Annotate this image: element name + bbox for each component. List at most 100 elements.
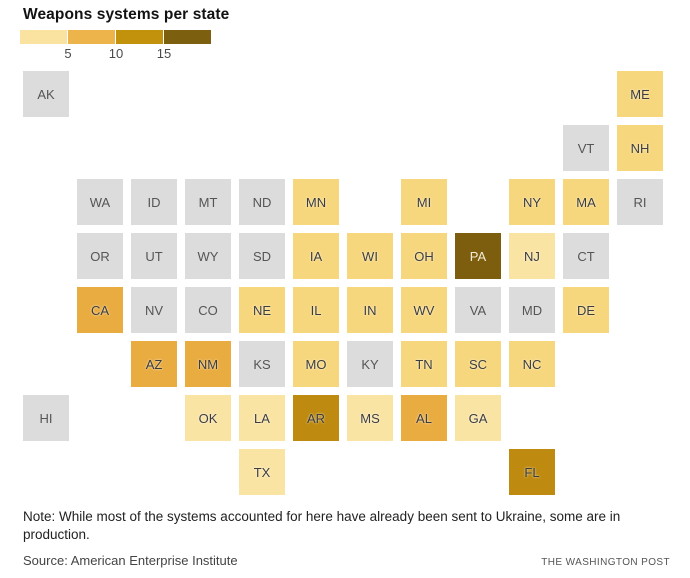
state-tile-MN: MN — [293, 179, 339, 225]
state-tile-CT: CT — [563, 233, 609, 279]
state-label: AL — [416, 410, 432, 426]
state-tile-MI: MI — [401, 179, 447, 225]
state-tile-IA: IA — [293, 233, 339, 279]
state-tile-TX: TX — [239, 449, 285, 495]
state-tile-IN: IN — [347, 287, 393, 333]
state-tile-HI: HI — [23, 395, 69, 441]
state-tile-MO: MO — [293, 341, 339, 387]
state-label: PA — [469, 248, 487, 264]
legend-swatch-3 — [116, 30, 163, 44]
state-tile-ME: ME — [617, 71, 663, 117]
state-label: WV — [413, 302, 435, 318]
state-tile-NM: NM — [185, 341, 231, 387]
state-label: NJ — [524, 248, 540, 264]
state-tile-IL: IL — [293, 287, 339, 333]
state-label: OR — [90, 248, 110, 264]
state-label: KY — [361, 356, 379, 372]
state-tile-NJ: NJ — [509, 233, 555, 279]
state-label: AK — [37, 86, 55, 102]
state-label: RI — [633, 194, 647, 210]
state-label: MD — [521, 302, 543, 318]
state-tile-ID: ID — [131, 179, 177, 225]
state-tile-AR: AR — [293, 395, 339, 441]
state-tile-LA: LA — [239, 395, 285, 441]
state-tile-KS: KS — [239, 341, 285, 387]
state-label: MS — [360, 410, 380, 426]
footer: Source: American Enterprise Institute TH… — [23, 553, 670, 568]
state-label: NM — [197, 356, 219, 372]
legend-swatch-2 — [68, 30, 115, 44]
legend-swatch-1 — [20, 30, 67, 44]
state-label: MA — [576, 194, 596, 210]
state-label: NE — [252, 302, 272, 318]
note-text: Note: While most of the systems accounte… — [23, 509, 621, 543]
state-tile-MA: MA — [563, 179, 609, 225]
state-tile-GA: GA — [455, 395, 501, 441]
state-tile-AK: AK — [23, 71, 69, 117]
state-tile-WI: WI — [347, 233, 393, 279]
state-label: MO — [305, 356, 327, 372]
state-label: WY — [197, 248, 219, 264]
state-tile-CA: CA — [77, 287, 123, 333]
state-tile-MT: MT — [185, 179, 231, 225]
state-label: AR — [306, 410, 326, 426]
state-label: KS — [253, 356, 271, 372]
state-label: NH — [630, 140, 650, 156]
state-tile-SC: SC — [455, 341, 501, 387]
legend-tick-label: 10 — [108, 46, 124, 61]
state-label: MI — [416, 194, 432, 210]
state-tile-WV: WV — [401, 287, 447, 333]
state-label: OH — [414, 248, 434, 264]
state-tile-map: AK ME VT NH WA ID MT ND MN MI NY MA RI OR UT WY SD IA WI OH… — [23, 71, 663, 495]
state-tile-SD: SD — [239, 233, 285, 279]
state-tile-VA: VA — [455, 287, 501, 333]
state-tile-WY: WY — [185, 233, 231, 279]
state-tile-AZ: AZ — [131, 341, 177, 387]
state-label: CT — [577, 248, 595, 264]
legend-tick-label: 5 — [64, 46, 72, 61]
state-tile-DE: DE — [563, 287, 609, 333]
state-label: FL — [524, 464, 540, 480]
publisher-attribution: THE WASHINGTON POST — [541, 557, 670, 568]
state-tile-UT: UT — [131, 233, 177, 279]
source-text: Source: American Enterprise Institute — [23, 553, 238, 568]
state-label: HI — [39, 410, 53, 426]
state-label: ME — [630, 86, 650, 102]
state-label: IA — [309, 248, 323, 264]
state-tile-ND: ND — [239, 179, 285, 225]
state-tile-KY: KY — [347, 341, 393, 387]
state-tile-FL: FL — [509, 449, 555, 495]
state-label: SC — [468, 356, 488, 372]
state-tile-NC: NC — [509, 341, 555, 387]
state-tile-CO: CO — [185, 287, 231, 333]
state-tile-PA: PA — [455, 233, 501, 279]
state-tile-RI: RI — [617, 179, 663, 225]
legend-color-bar — [20, 30, 212, 44]
legend-tick-label: 15 — [156, 46, 172, 61]
state-label: ID — [147, 194, 161, 210]
state-tile-OK: OK — [185, 395, 231, 441]
state-tile-MS: MS — [347, 395, 393, 441]
state-label: MN — [305, 194, 327, 210]
state-tile-NY: NY — [509, 179, 555, 225]
state-label: MT — [198, 194, 218, 210]
state-label: OK — [198, 410, 218, 426]
state-label: WA — [89, 194, 111, 210]
state-tile-WA: WA — [77, 179, 123, 225]
state-label: ND — [252, 194, 272, 210]
state-tile-VT: VT — [563, 125, 609, 171]
state-label: IL — [310, 302, 322, 318]
state-label: VT — [577, 140, 595, 156]
state-label: GA — [468, 410, 488, 426]
state-tile-MD: MD — [509, 287, 555, 333]
state-tile-OR: OR — [77, 233, 123, 279]
state-tile-TN: TN — [401, 341, 447, 387]
state-label: IN — [363, 302, 377, 318]
chart-title: Weapons systems per state — [23, 6, 230, 23]
state-label: WI — [362, 248, 378, 264]
state-tile-AL: AL — [401, 395, 447, 441]
state-tile-OH: OH — [401, 233, 447, 279]
state-label: NY — [522, 194, 542, 210]
state-label: VA — [469, 302, 487, 318]
state-label: CA — [90, 302, 110, 318]
